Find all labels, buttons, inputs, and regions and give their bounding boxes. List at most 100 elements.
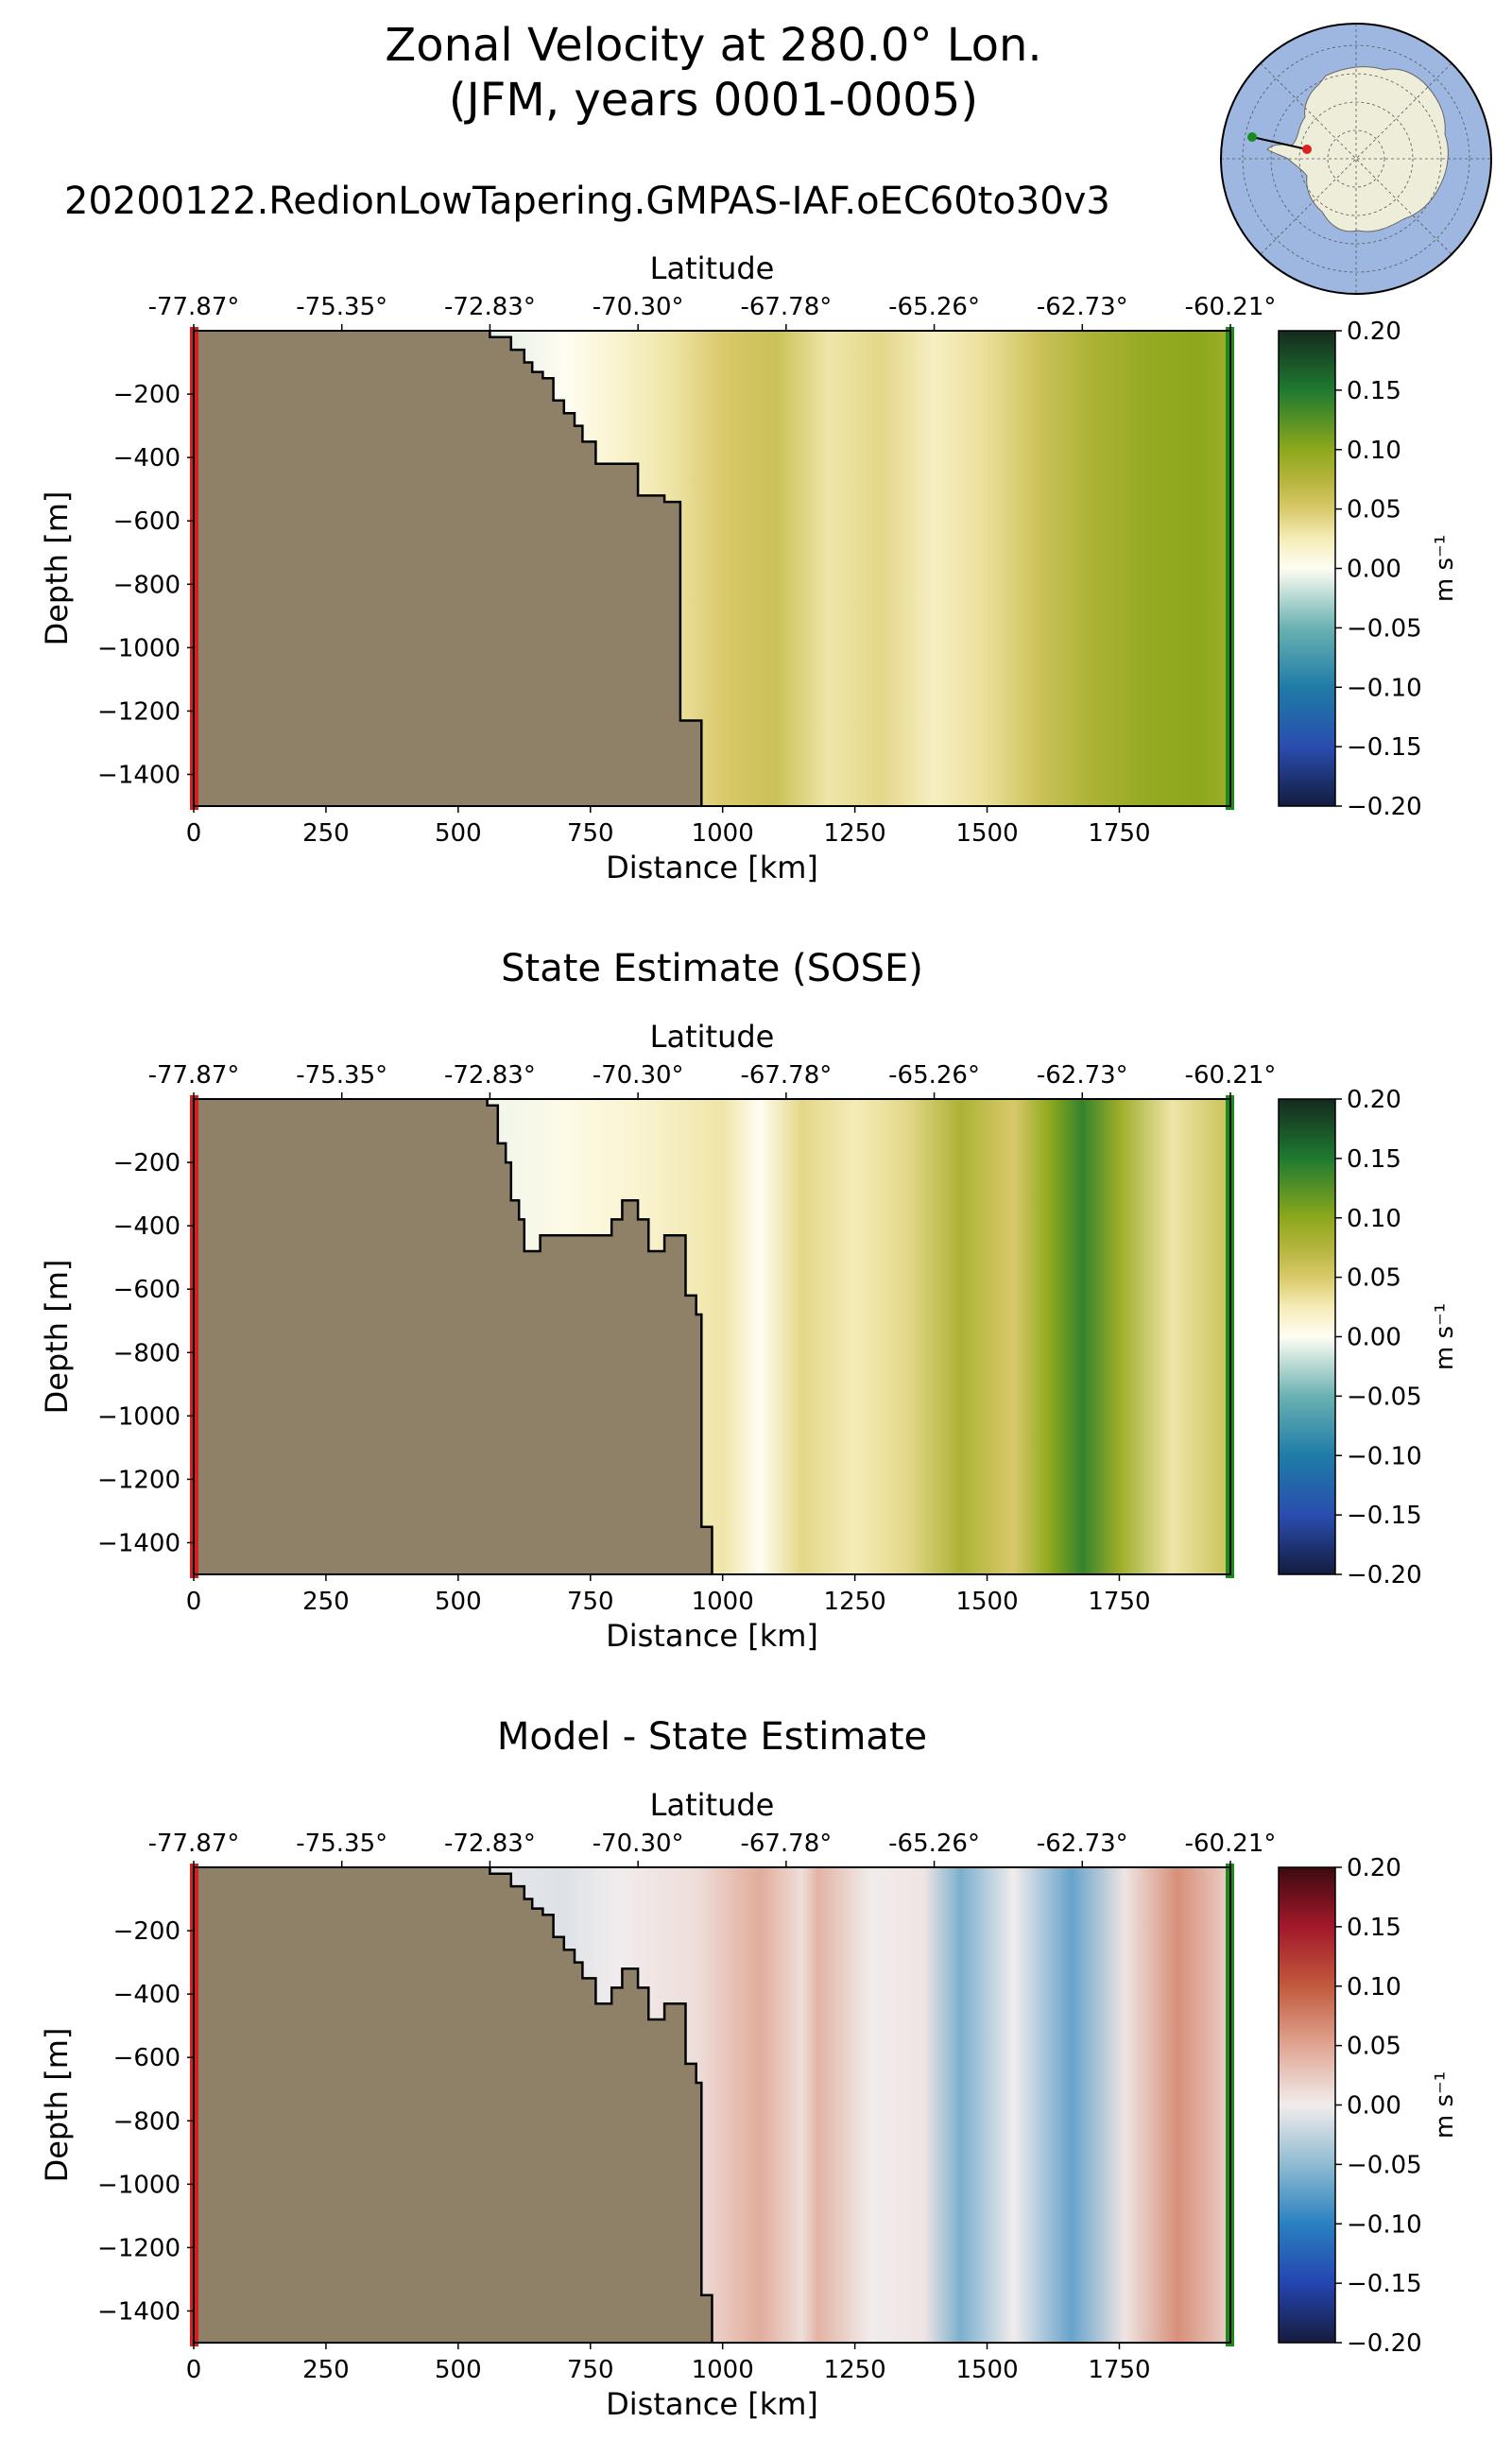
x-tick-label: 500 xyxy=(435,819,482,848)
x-tick-label: 0 xyxy=(186,1588,202,1616)
latitude-tick-label: -60.21° xyxy=(1185,1061,1277,1090)
x-tick-label: 1750 xyxy=(1088,1588,1150,1616)
colorbar-tick-label: 0.00 xyxy=(1347,1324,1401,1352)
latitude-tick-label: -67.78° xyxy=(740,1830,832,1858)
colorbar-tick-label: −0.10 xyxy=(1347,1442,1422,1470)
x-axis-label: Distance [km] xyxy=(606,850,818,885)
latitude-tick-label: -62.73° xyxy=(1037,293,1128,321)
colorbar-tick-label: 0.10 xyxy=(1347,437,1401,465)
x-tick-label: 0 xyxy=(186,2356,202,2384)
x-tick-label: 1250 xyxy=(824,2356,886,2384)
x-axis-label: Distance [km] xyxy=(606,2386,818,2422)
figure-subtitle: (JFM, years 0001-0005) xyxy=(448,74,979,127)
colorbar-tick-label: 0.20 xyxy=(1347,1086,1401,1114)
colorbar-tick-label: −0.10 xyxy=(1347,2210,1422,2239)
y-tick-label: −600 xyxy=(113,2044,180,2072)
latitude-tick-label: -75.35° xyxy=(296,1830,387,1858)
colorbar-tick-label: −0.10 xyxy=(1347,674,1422,702)
x-tick-label: 750 xyxy=(567,1588,614,1616)
colorbar-label: m s⁻¹ xyxy=(1431,1303,1459,1370)
panel-title: Model - State Estimate xyxy=(497,1715,927,1759)
x-tick-label: 1250 xyxy=(824,819,886,848)
latitude-tick-label: -62.73° xyxy=(1037,1830,1128,1858)
latitude-tick-label: -60.21° xyxy=(1185,293,1277,321)
x-tick-label: 1500 xyxy=(955,1588,1018,1616)
colorbar-tick-label: −0.15 xyxy=(1347,2270,1422,2298)
latitude-tick-label: -70.30° xyxy=(593,1830,684,1858)
panel-1: 0 250 500 750 1000 1250 1500 1750 Distance [km] -… xyxy=(39,250,1459,885)
top-axis-label: Latitude xyxy=(650,250,775,286)
top-axis-label: Latitude xyxy=(650,1787,775,1823)
land-mass xyxy=(194,331,702,806)
y-tick-label: −200 xyxy=(113,1149,180,1177)
colorbar-tick-label: −0.20 xyxy=(1347,1561,1422,1589)
x-tick-label: 750 xyxy=(567,819,614,848)
latitude-tick-label: -72.83° xyxy=(444,293,536,321)
latitude-tick-label: -65.26° xyxy=(888,1061,980,1090)
y-tick-label: −800 xyxy=(113,2107,180,2136)
colorbar xyxy=(1278,1866,1336,2344)
colorbar-tick-label: 0.05 xyxy=(1347,2033,1401,2061)
y-tick-label: −1200 xyxy=(97,2234,180,2262)
y-tick-label: −400 xyxy=(113,1981,180,2009)
y-tick-label: −800 xyxy=(113,1339,180,1367)
x-tick-label: 250 xyxy=(302,819,350,848)
y-tick-label: −1400 xyxy=(97,761,180,789)
latitude-tick-label: -67.78° xyxy=(740,293,832,321)
colorbar-tick-label: −0.20 xyxy=(1347,793,1422,821)
y-tick-label: −1000 xyxy=(97,1402,180,1431)
land-mass xyxy=(194,1099,713,1574)
colorbar-tick-label: 0.05 xyxy=(1347,496,1401,524)
x-tick-label: 1750 xyxy=(1088,2356,1150,2384)
y-tick-label: −1200 xyxy=(97,697,180,726)
y-axis-label: Depth [m] xyxy=(39,491,75,646)
colorbar-label: m s⁻¹ xyxy=(1431,2071,1459,2139)
plot-frame xyxy=(193,1098,1231,1575)
colorbar-tick-label: 0.20 xyxy=(1347,318,1401,346)
y-tick-label: −800 xyxy=(113,571,180,599)
map-section-start-marker xyxy=(1247,132,1257,142)
x-tick-label: 750 xyxy=(567,2356,614,2384)
colorbar-tick-label: 0.15 xyxy=(1347,377,1401,405)
colorbar xyxy=(1278,1098,1336,1575)
latitude-tick-label: -77.87° xyxy=(148,1830,240,1858)
y-tick-label: −1200 xyxy=(97,1466,180,1494)
colorbar-tick-label: 0.15 xyxy=(1347,1145,1401,1174)
colorbar-tick-label: 0.05 xyxy=(1347,1264,1401,1293)
y-tick-label: −400 xyxy=(113,1212,180,1241)
latitude-tick-label: -75.35° xyxy=(296,293,387,321)
y-tick-label: −400 xyxy=(113,444,180,472)
latitude-tick-label: -72.83° xyxy=(444,1830,536,1858)
colorbar-label: m s⁻¹ xyxy=(1431,535,1459,602)
figure-title: Zonal Velocity at 280.0° Lon. xyxy=(385,19,1042,72)
top-axis-label: Latitude xyxy=(650,1019,775,1055)
map-section-line xyxy=(1251,136,1308,150)
y-tick-label: −200 xyxy=(113,1917,180,1946)
x-tick-label: 500 xyxy=(435,1588,482,1616)
latitude-tick-label: -72.83° xyxy=(444,1061,536,1090)
panel-2: State Estimate (SOSE) 0 250 500 750 1000 1250 1… xyxy=(39,947,1459,1654)
x-tick-label: 1000 xyxy=(692,2356,754,2384)
plot-frame xyxy=(193,1866,1231,2344)
colorbar-tick-label: −0.05 xyxy=(1347,1383,1422,1411)
y-tick-label: −1400 xyxy=(97,1529,180,1557)
run-name: 20200122.RedionLowTapering.GMPAS-IAF.oEC… xyxy=(64,180,1110,223)
latitude-tick-label: -60.21° xyxy=(1185,1830,1277,1858)
colorbar-tick-label: 0.00 xyxy=(1347,2092,1401,2121)
x-tick-label: 1750 xyxy=(1088,819,1150,848)
x-tick-label: 1500 xyxy=(955,819,1018,848)
x-tick-label: 250 xyxy=(302,1588,350,1616)
x-tick-label: 1000 xyxy=(692,819,754,848)
latitude-tick-label: -65.26° xyxy=(888,293,980,321)
colorbar-tick-label: −0.15 xyxy=(1347,1502,1422,1530)
y-tick-label: −600 xyxy=(113,1276,180,1304)
y-tick-label: −200 xyxy=(113,381,180,409)
x-tick-label: 1000 xyxy=(692,1588,754,1616)
x-axis-label: Distance [km] xyxy=(606,1618,818,1654)
y-tick-label: −600 xyxy=(113,507,180,536)
colorbar xyxy=(1278,330,1336,807)
y-tick-label: −1400 xyxy=(97,2297,180,2326)
map-border xyxy=(1220,23,1492,295)
y-tick-label: −1000 xyxy=(97,2171,180,2199)
